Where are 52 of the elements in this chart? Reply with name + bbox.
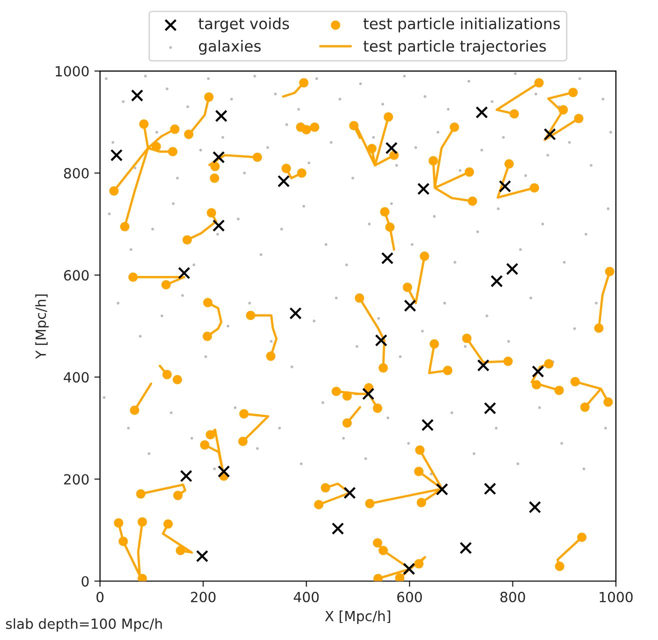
point	[130, 89, 144, 102]
point	[498, 180, 512, 193]
y-tick-label: 200	[64, 474, 89, 485]
x-tick-label: 400	[294, 592, 319, 602]
point	[374, 334, 388, 347]
y-tick-label: 400	[64, 372, 89, 383]
x-tick-label: 1000	[600, 592, 633, 602]
x-tick-label: 600	[397, 592, 422, 602]
point	[402, 562, 416, 576]
y-tick-label: 800	[64, 168, 89, 179]
y-tick-label: 0	[82, 576, 89, 587]
legend-label: test particle initializations	[363, 18, 560, 32]
point	[289, 307, 302, 320]
point	[528, 500, 542, 514]
point	[332, 522, 344, 535]
point	[180, 470, 192, 482]
y-axis-title: Y [Mpc/h]	[35, 294, 49, 359]
y-tick-label: 600	[64, 270, 89, 281]
point	[277, 175, 290, 188]
x-tick-label: 200	[190, 592, 216, 602]
point	[506, 262, 518, 276]
point	[385, 142, 398, 154]
point	[178, 266, 190, 280]
point	[404, 299, 416, 312]
legend-label: galaxies	[198, 40, 261, 55]
point	[490, 275, 503, 288]
point	[421, 418, 434, 432]
point	[436, 483, 448, 496]
point	[212, 219, 225, 232]
point	[460, 542, 472, 554]
point	[344, 486, 356, 500]
point	[544, 128, 556, 140]
point	[477, 359, 490, 372]
x-tick-label: 0	[96, 592, 104, 602]
x-axis-title: X [Mpc/h]	[325, 610, 390, 624]
point	[218, 465, 230, 478]
legend-label: test particle trajectories	[363, 40, 546, 55]
point	[212, 151, 225, 164]
point	[196, 550, 208, 562]
point	[417, 182, 430, 196]
point	[476, 106, 488, 119]
point	[110, 149, 123, 162]
point	[484, 402, 496, 414]
x-tick-label: 800	[500, 592, 526, 602]
point	[381, 252, 394, 264]
point	[215, 110, 228, 122]
point	[532, 365, 544, 378]
legend-label: target voids	[198, 18, 289, 32]
y-tick-label: 1000	[56, 66, 89, 77]
point	[362, 388, 374, 400]
point	[484, 482, 496, 495]
text: slab depth=100 Mpc/h	[6, 618, 162, 632]
